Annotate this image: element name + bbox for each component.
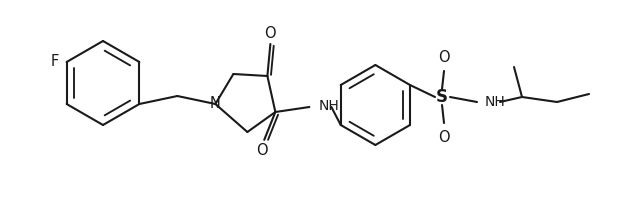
Text: O: O xyxy=(256,143,268,158)
Text: F: F xyxy=(50,54,59,70)
Text: O: O xyxy=(438,129,450,145)
Text: N: N xyxy=(210,97,221,111)
Text: NH: NH xyxy=(318,99,339,113)
Text: O: O xyxy=(438,49,450,65)
Text: NH: NH xyxy=(485,95,506,109)
Text: O: O xyxy=(265,27,276,41)
Text: S: S xyxy=(436,88,448,106)
